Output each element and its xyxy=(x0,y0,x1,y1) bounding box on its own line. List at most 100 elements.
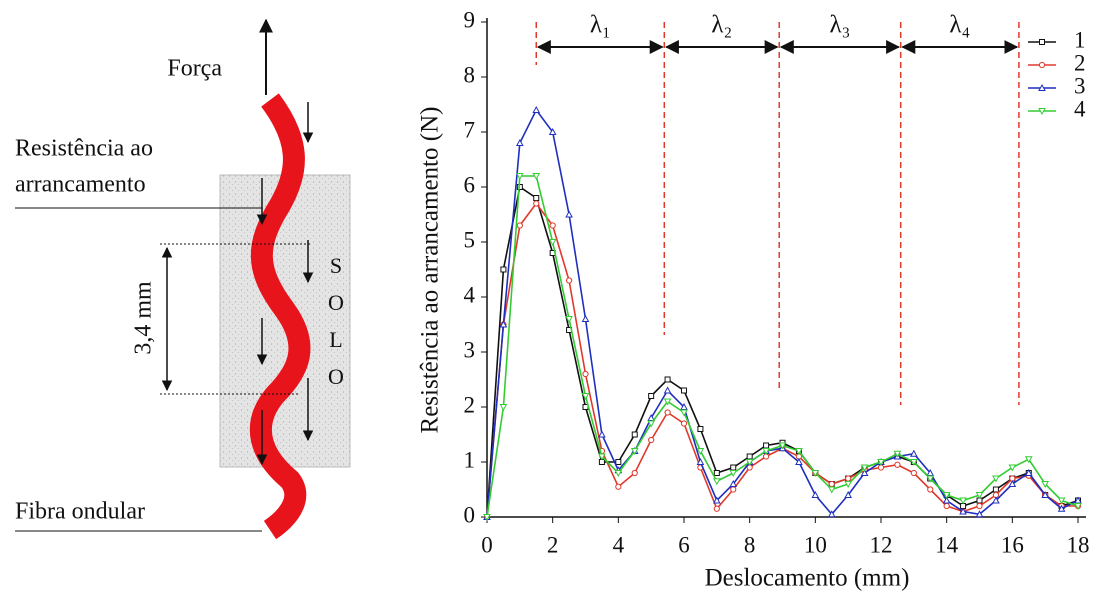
data-point xyxy=(663,386,672,394)
x-tick-label: 14 xyxy=(935,532,959,557)
data-point xyxy=(1074,503,1082,511)
data-point xyxy=(615,459,622,465)
data-point xyxy=(516,222,523,229)
data-point xyxy=(1057,497,1066,505)
x-tick-label: 16 xyxy=(1001,532,1024,557)
resistance-label: Resistência ao xyxy=(15,136,153,162)
data-point xyxy=(992,496,1000,504)
data-point xyxy=(1008,479,1017,487)
data-point xyxy=(844,490,853,498)
data-point xyxy=(827,486,836,494)
data-point xyxy=(664,376,671,383)
spacing-label: 3,4 mm xyxy=(131,281,157,355)
x-tick-label: 18 xyxy=(1067,532,1090,557)
x-tick-label: 0 xyxy=(481,532,493,557)
x-tick-label: 2 xyxy=(547,532,559,557)
data-point xyxy=(992,486,999,493)
chart: Deslocamento (mm) Resistência ao arranca… xyxy=(417,7,1090,591)
data-point xyxy=(1041,490,1050,498)
data-point xyxy=(729,470,738,478)
diagram: Força Resistência ao arrancamento 3,4 mm… xyxy=(15,18,351,540)
data-point xyxy=(631,431,638,438)
data-point xyxy=(565,316,573,324)
data-point xyxy=(548,127,557,135)
data-point xyxy=(532,173,541,181)
y-tick-label: 2 xyxy=(464,392,476,417)
data-point xyxy=(828,480,835,488)
legend-marker xyxy=(1038,83,1046,91)
y-tick-label: 8 xyxy=(464,62,476,87)
data-point xyxy=(648,436,655,444)
data-point xyxy=(1057,504,1066,512)
data-point xyxy=(548,239,557,247)
data-point xyxy=(582,370,589,378)
legend-marker xyxy=(1038,108,1046,116)
data-point xyxy=(811,490,820,498)
legend-label: 1 xyxy=(1074,27,1086,52)
x-tick-label: 8 xyxy=(744,532,756,557)
data-point xyxy=(975,510,984,518)
data-point xyxy=(532,105,541,113)
data-point xyxy=(713,505,720,512)
data-point xyxy=(730,486,737,493)
y-tick-label: 0 xyxy=(464,502,476,527)
data-point xyxy=(976,502,983,510)
data-point xyxy=(909,459,918,467)
data-point xyxy=(712,478,721,486)
x-axis-label: Deslocamento (mm) xyxy=(705,565,910,592)
y-tick-label: 3 xyxy=(464,337,476,362)
data-point xyxy=(827,510,836,518)
data-point xyxy=(713,470,720,476)
y-tick-label: 7 xyxy=(464,117,476,142)
wavelength-label: λ₄ xyxy=(949,12,970,39)
data-point xyxy=(795,448,803,456)
data-point xyxy=(909,449,918,457)
data-point xyxy=(778,442,787,450)
data-point xyxy=(681,387,687,394)
data-point xyxy=(565,277,573,284)
data-point xyxy=(615,483,622,490)
data-point xyxy=(515,173,524,181)
soil-letter: S xyxy=(330,253,342,278)
legend-label: 2 xyxy=(1074,50,1086,75)
data-point xyxy=(631,469,638,477)
data-point xyxy=(712,496,721,504)
y-tick-label: 1 xyxy=(464,447,476,472)
data-point xyxy=(795,457,803,465)
data-point xyxy=(598,453,606,461)
y-tick-label: 6 xyxy=(464,172,476,197)
resistance-label: arrancamento xyxy=(15,172,146,198)
data-point xyxy=(927,486,934,493)
wavelength-label: λ₁ xyxy=(590,12,611,39)
resistance-arrows xyxy=(256,102,314,466)
data-point xyxy=(1008,464,1017,472)
data-point xyxy=(910,469,917,477)
data-point xyxy=(533,195,540,201)
data-point xyxy=(926,475,935,483)
data-point xyxy=(648,393,655,399)
data-point xyxy=(845,475,852,482)
legend-label: 3 xyxy=(1074,73,1086,98)
data-point xyxy=(697,426,704,432)
data-point xyxy=(959,507,967,515)
y-axis-label: Resistência ao arrancamento (N) xyxy=(417,107,444,434)
data-point xyxy=(499,320,508,328)
data-point xyxy=(500,266,507,273)
y-tick-label: 4 xyxy=(464,282,476,307)
wavelength-label: λ₃ xyxy=(830,12,851,39)
data-point xyxy=(844,481,853,489)
data-point xyxy=(696,457,705,465)
data-point xyxy=(647,420,656,428)
data-point xyxy=(877,459,885,467)
legend-marker xyxy=(1038,61,1046,69)
y-tick-label: 5 xyxy=(464,227,476,252)
data-point xyxy=(943,502,950,510)
data-point xyxy=(730,464,737,471)
data-point xyxy=(992,475,1000,483)
data-point xyxy=(483,514,491,522)
data-point xyxy=(598,430,606,438)
soil-letter: O xyxy=(328,364,344,389)
y-tick-label: 9 xyxy=(464,7,476,32)
data-point xyxy=(1024,456,1033,464)
